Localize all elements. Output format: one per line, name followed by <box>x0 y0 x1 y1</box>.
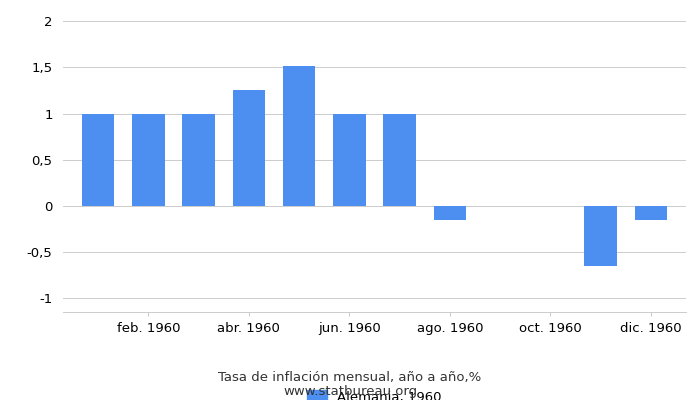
Legend: Alemania, 1960: Alemania, 1960 <box>302 384 447 400</box>
Text: www.statbureau.org: www.statbureau.org <box>283 385 417 398</box>
Bar <box>384 114 416 206</box>
Bar <box>433 206 466 220</box>
Bar <box>584 206 617 266</box>
Text: Tasa de inflación mensual, año a año,%: Tasa de inflación mensual, año a año,% <box>218 372 482 384</box>
Bar <box>132 114 164 206</box>
Bar <box>182 114 215 206</box>
Bar <box>232 90 265 206</box>
Bar <box>634 206 667 220</box>
Bar <box>82 114 115 206</box>
Bar <box>283 66 316 206</box>
Bar <box>333 114 365 206</box>
